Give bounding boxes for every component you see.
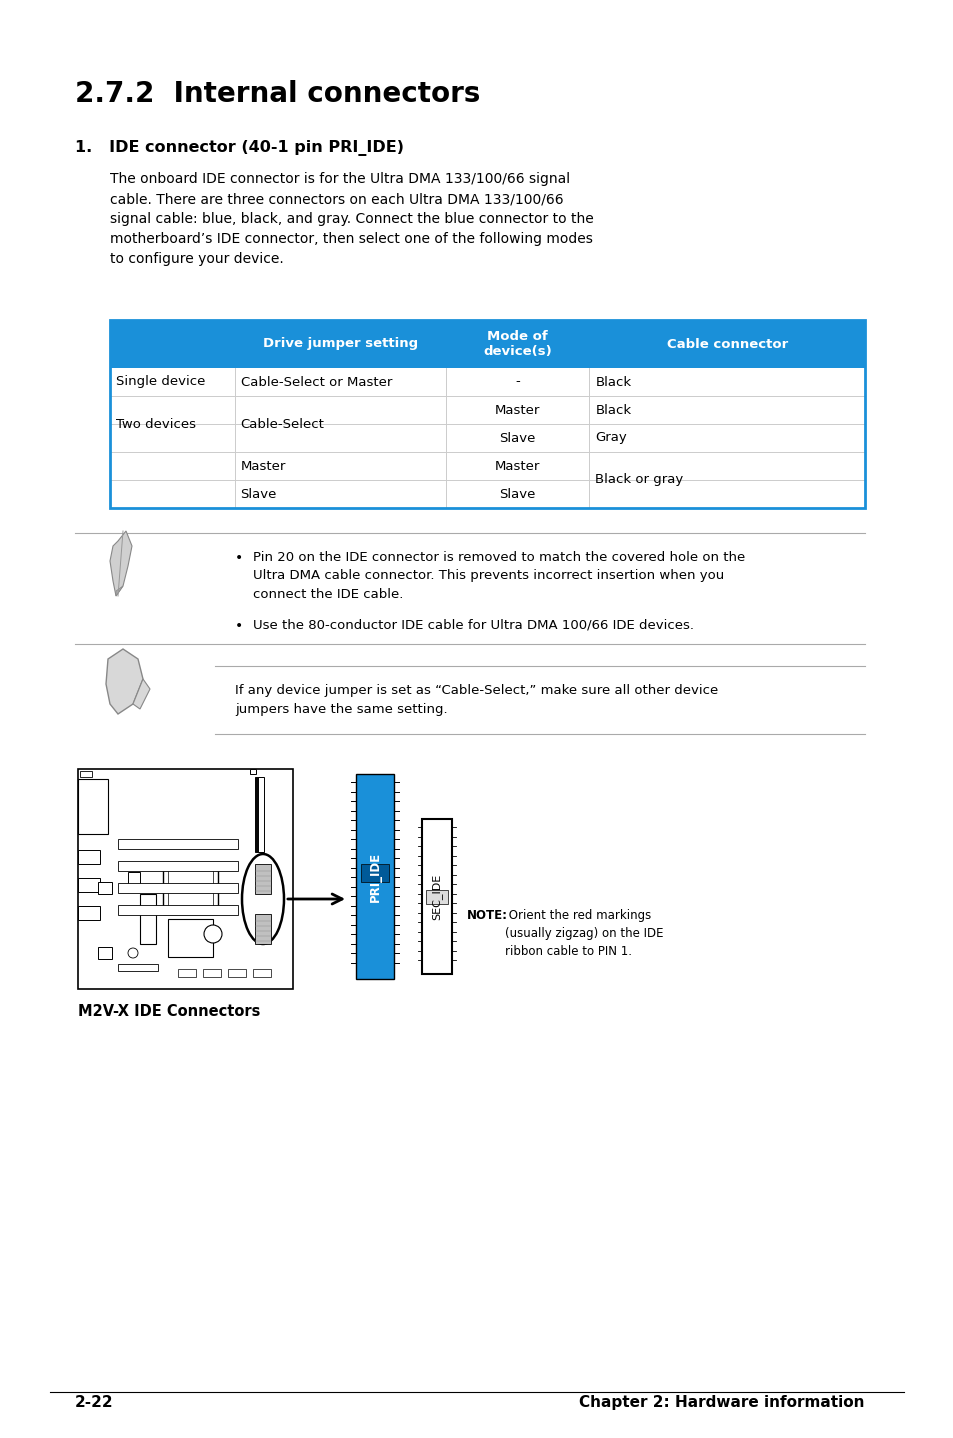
Bar [360,863,389,881]
Text: -: - [515,375,519,388]
Bar [78,769,293,989]
Bar [256,777,263,851]
Text: •: • [234,618,243,633]
Text: Drive jumper setting: Drive jumper setting [262,338,417,351]
Bar [254,864,271,894]
Bar [80,771,91,777]
Bar [168,869,213,909]
Bar [140,894,156,943]
Bar [118,838,237,848]
Text: Chapter 2: Hardware information: Chapter 2: Hardware information [578,1395,864,1411]
Polygon shape [116,587,123,595]
Bar [78,906,100,920]
Text: Pin 20 on the IDE connector is removed to match the covered hole on the
Ultra DM: Pin 20 on the IDE connector is removed t… [253,551,744,601]
Bar [118,883,237,893]
Text: 2.7.2  Internal connectors: 2.7.2 Internal connectors [75,81,480,108]
Text: Use the 80-conductor IDE cable for Ultra DMA 100/66 IDE devices.: Use the 80-conductor IDE cable for Ultra… [253,618,693,631]
Bar [228,969,246,976]
Bar [355,774,394,979]
Text: The onboard IDE connector is for the Ultra DMA 133/100/66 signal
cable. There ar: The onboard IDE connector is for the Ult… [110,173,593,266]
Text: 2-22: 2-22 [75,1395,113,1411]
Polygon shape [132,679,150,709]
Text: Slave: Slave [499,487,536,500]
Bar [257,777,264,851]
Polygon shape [110,531,132,595]
Text: PRI_IDE: PRI_IDE [368,851,381,902]
Text: M2V-X IDE Connectors: M2V-X IDE Connectors [78,1004,260,1020]
Text: •: • [234,551,243,565]
Bar [250,769,255,774]
Text: M2V-X: M2V-X [185,906,207,912]
Bar [78,850,100,864]
Bar [118,905,237,915]
FancyArrowPatch shape [288,894,342,905]
Text: 1.   IDE connector (40-1 pin PRI_IDE): 1. IDE connector (40-1 pin PRI_IDE) [75,139,403,155]
Text: Gray: Gray [595,431,626,444]
Bar [110,424,864,452]
Bar [253,969,271,976]
Text: ASUS: ASUS [182,919,203,929]
Text: Cable-Select or Master: Cable-Select or Master [240,375,392,388]
Bar [110,321,864,368]
Bar [78,879,100,892]
Circle shape [204,925,222,943]
Bar [255,777,262,851]
Bar [110,395,864,424]
Text: If any device jumper is set as “Cable-Select,” make sure all other device
jumper: If any device jumper is set as “Cable-Se… [234,684,718,716]
Bar [426,890,448,905]
Bar [421,820,452,974]
Text: Single device: Single device [116,375,205,388]
Polygon shape [106,649,143,715]
Bar [203,969,221,976]
Bar [178,969,195,976]
Bar [118,861,237,871]
Text: Black: Black [595,375,631,388]
Bar [98,948,112,959]
Bar [110,368,864,395]
Bar [118,963,158,971]
Bar [128,871,140,884]
Bar [163,864,218,915]
Circle shape [128,948,138,958]
Text: NOTE:: NOTE: [467,909,507,922]
Text: Cable connector: Cable connector [666,338,787,351]
Text: Slave: Slave [499,431,536,444]
Bar [110,321,864,508]
Bar [98,881,112,894]
Text: Black or gray: Black or gray [595,473,683,486]
Text: Black: Black [595,404,631,417]
Bar [78,779,108,834]
Bar [254,777,261,851]
Text: Cable-Select: Cable-Select [240,417,324,430]
Text: Master: Master [495,460,539,473]
Text: Master: Master [495,404,539,417]
Bar [110,480,864,508]
Bar [110,452,864,480]
Text: Slave: Slave [240,487,276,500]
Bar [254,915,271,943]
Text: Orient the red markings
(usually zigzag) on the IDE
ribbon cable to PIN 1.: Orient the red markings (usually zigzag)… [504,909,662,958]
Text: SEC_IDE: SEC_IDE [431,873,442,920]
Text: Mode of
device(s): Mode of device(s) [483,329,552,358]
Bar [168,919,213,958]
Text: Two devices: Two devices [116,417,195,430]
Text: Master: Master [240,460,286,473]
